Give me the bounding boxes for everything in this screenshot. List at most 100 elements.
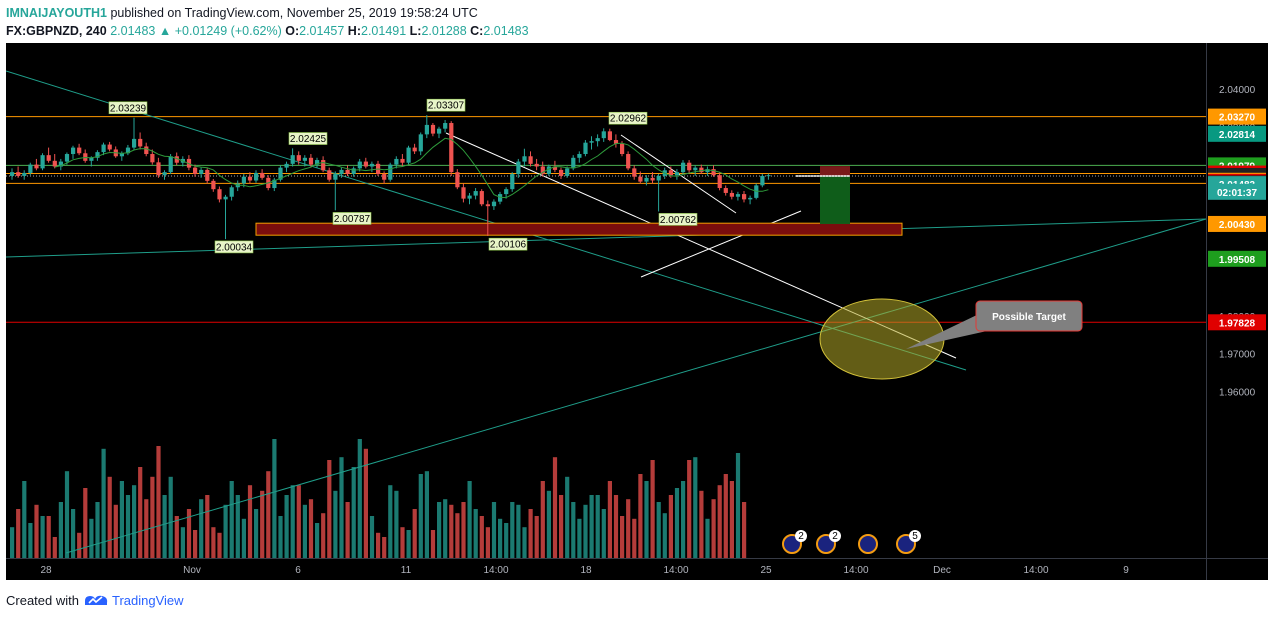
descending-channel-line[interactable] [6, 70, 967, 371]
candle-body[interactable] [693, 167, 698, 171]
candle-body[interactable] [430, 124, 436, 134]
candle-body[interactable] [156, 162, 161, 176]
candle-body[interactable] [302, 157, 307, 161]
candle-body[interactable] [552, 166, 558, 170]
candle-body[interactable] [339, 169, 344, 175]
candle-body[interactable] [479, 191, 484, 205]
moving-average-line[interactable] [54, 137, 769, 199]
candle-body[interactable] [260, 172, 265, 178]
candle-body[interactable] [412, 147, 417, 152]
candle-body[interactable] [321, 160, 326, 171]
price-annotation-box[interactable] [288, 132, 328, 145]
candle-body[interactable] [668, 170, 673, 176]
candle-body[interactable] [89, 157, 94, 161]
candle-body[interactable] [705, 169, 710, 173]
candle-body[interactable] [52, 160, 57, 167]
candle-body[interactable] [278, 167, 283, 180]
candle-body[interactable] [742, 194, 747, 200]
candle-body[interactable] [626, 154, 631, 169]
price-annotation-box[interactable] [426, 98, 466, 112]
candle-body[interactable] [382, 174, 387, 180]
candle-body[interactable] [620, 143, 625, 155]
candle-body[interactable] [150, 154, 155, 163]
candle-body[interactable] [174, 156, 179, 163]
candle-body[interactable] [711, 169, 716, 176]
candle-body[interactable] [595, 138, 600, 142]
candle-body[interactable] [656, 175, 661, 181]
tradingview-brand[interactable]: TradingView [112, 593, 184, 608]
profit-zone[interactable] [820, 175, 850, 224]
candle-body[interactable] [443, 123, 448, 129]
callout-box[interactable] [975, 300, 1083, 332]
candle-body[interactable] [193, 167, 198, 175]
candle-body[interactable] [589, 141, 594, 143]
candle-body[interactable] [601, 131, 606, 139]
candle-body[interactable] [674, 172, 680, 176]
candle-body[interactable] [717, 175, 722, 189]
candle-body[interactable] [363, 161, 368, 167]
candle-body[interactable] [296, 155, 301, 161]
candle-body[interactable] [461, 187, 466, 199]
candle-body[interactable] [199, 169, 204, 175]
time-scale[interactable] [6, 558, 1268, 580]
support-trendline[interactable] [640, 210, 802, 278]
candle-body[interactable] [491, 201, 497, 207]
candle-body[interactable] [400, 158, 405, 163]
candle-body[interactable] [254, 172, 259, 181]
candle-body[interactable] [327, 170, 332, 180]
price-scale-label-box[interactable] [1208, 215, 1266, 232]
candle-body[interactable] [729, 192, 734, 197]
candle-body[interactable] [437, 128, 442, 134]
target-zone[interactable] [255, 222, 903, 236]
candle-body[interactable] [577, 154, 582, 158]
candle-body[interactable] [607, 131, 612, 141]
candle-body[interactable] [101, 144, 106, 153]
candle-body[interactable] [125, 147, 131, 154]
candle-body[interactable] [485, 204, 490, 207]
candle-body[interactable] [369, 163, 375, 167]
target-ellipse[interactable] [819, 298, 945, 380]
candle-body[interactable] [418, 134, 423, 152]
candle-body[interactable] [333, 174, 338, 180]
candle-body[interactable] [241, 176, 246, 184]
candle-body[interactable] [735, 194, 741, 197]
candle-body[interactable] [388, 164, 393, 180]
candle-body[interactable] [10, 172, 15, 176]
symbol-label[interactable]: FX:GBPNZD, 240 [6, 24, 107, 38]
candle-body[interactable] [77, 147, 82, 154]
candle-body[interactable] [449, 123, 454, 173]
price-scale-label-box[interactable] [1208, 125, 1266, 142]
candle-body[interactable] [613, 140, 619, 144]
candle-body[interactable] [315, 160, 320, 165]
candle-body[interactable] [345, 169, 350, 175]
candle-body[interactable] [95, 152, 100, 158]
candle-body[interactable] [516, 161, 521, 175]
candle-body[interactable] [406, 147, 411, 163]
candle-body[interactable] [681, 162, 686, 173]
candle-body[interactable] [357, 161, 362, 169]
candle-body[interactable] [223, 196, 228, 200]
candle-body[interactable] [510, 174, 515, 190]
candle-body[interactable] [217, 189, 222, 200]
candle-body[interactable] [119, 153, 124, 157]
price-scale-label-box[interactable] [1208, 250, 1266, 267]
candle-body[interactable] [455, 172, 460, 188]
price-annotation-box[interactable] [214, 240, 254, 254]
candle-body[interactable] [162, 172, 167, 176]
candle-body[interactable] [534, 163, 539, 167]
candle-body[interactable] [528, 156, 533, 164]
candle-body[interactable] [247, 176, 253, 181]
candle-body[interactable] [290, 155, 295, 164]
candle-body[interactable] [40, 155, 45, 169]
chart-area[interactable]: 2.040002.030002.020001.980001.970001.960… [6, 43, 1268, 580]
candle-body[interactable] [632, 168, 637, 177]
tradingview-logo-icon[interactable] [83, 593, 112, 608]
chart-canvas[interactable]: 2.040002.030002.020001.980001.970001.960… [6, 43, 1268, 580]
candle-body[interactable] [351, 168, 356, 175]
candle-body[interactable] [132, 138, 137, 148]
candle-body[interactable] [107, 144, 112, 150]
author-name[interactable]: IMNAIJAYOUTH1 [6, 6, 107, 20]
price-annotation-box[interactable] [658, 213, 698, 226]
candle-body[interactable] [498, 194, 503, 202]
candle-body[interactable] [473, 191, 478, 196]
